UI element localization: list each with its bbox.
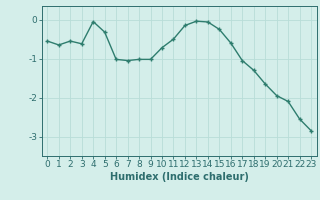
- X-axis label: Humidex (Indice chaleur): Humidex (Indice chaleur): [110, 172, 249, 182]
